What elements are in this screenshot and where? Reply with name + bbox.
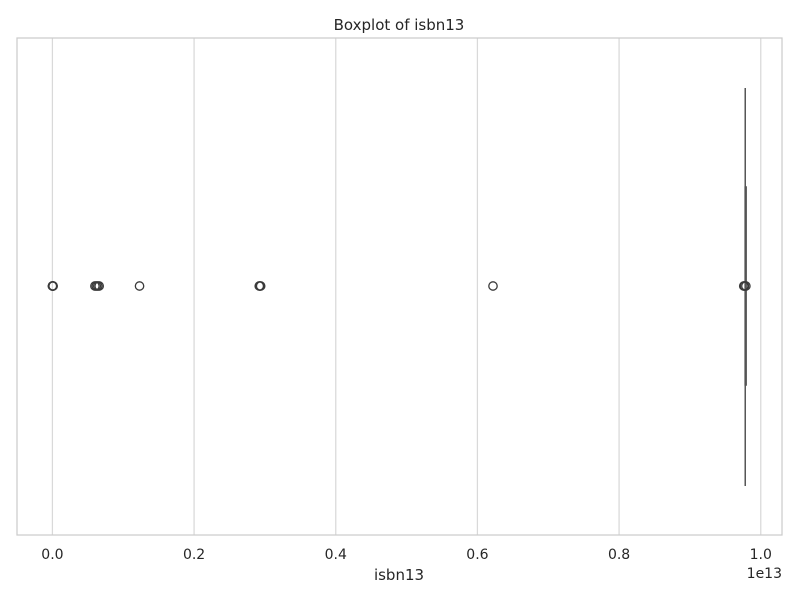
x-tick-label: 0.4 <box>325 547 347 563</box>
outlier-point <box>741 281 751 291</box>
x-tick-label: 0.0 <box>41 547 63 563</box>
chart-title: Boxplot of isbn13 <box>334 16 465 34</box>
outlier-point <box>48 281 58 291</box>
outlier-point <box>488 281 498 291</box>
x-tick-label: 0.2 <box>183 547 205 563</box>
x-tick-label: 0.8 <box>608 547 630 563</box>
x-axis-label: isbn13 <box>374 566 424 584</box>
plot-area: 0.0 0.2 0.4 0.6 0.8 1.0 <box>16 37 783 563</box>
x-tick-label: 1.0 <box>750 547 772 563</box>
plot-frame <box>16 37 783 536</box>
outlier-point <box>134 281 145 291</box>
x-tick-label: 0.6 <box>466 547 488 563</box>
outlier-point <box>94 281 105 291</box>
outlier-point <box>255 281 266 291</box>
x-axis-offset-label: 1e13 <box>747 566 782 582</box>
